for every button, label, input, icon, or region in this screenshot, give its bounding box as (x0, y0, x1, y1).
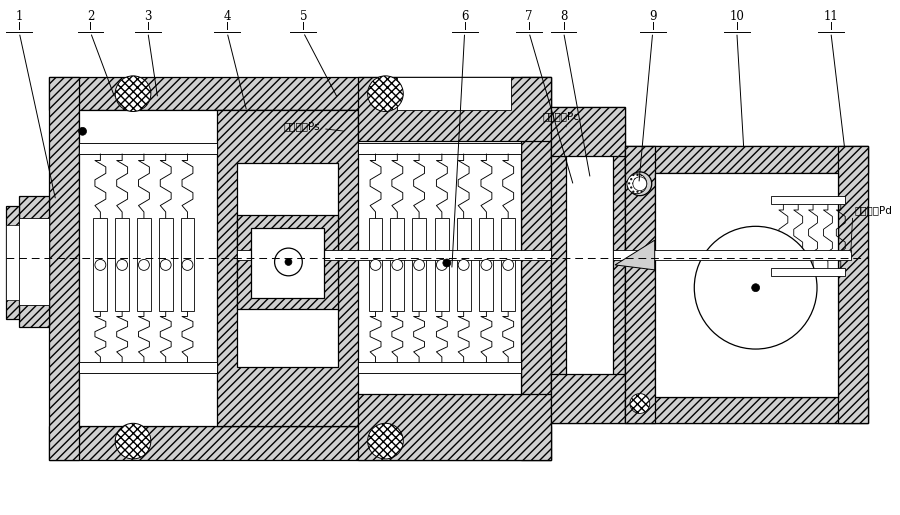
Text: 4: 4 (223, 10, 230, 23)
Text: 1: 1 (15, 10, 22, 23)
Text: 腔内压力Pc: 腔内压力Pc (543, 111, 580, 127)
Bar (78, 143, 217, 154)
Bar (357, 143, 521, 154)
Circle shape (694, 226, 817, 349)
Circle shape (115, 423, 151, 459)
Bar (551, 107, 625, 423)
Bar (49, 426, 551, 460)
Text: 7: 7 (526, 10, 533, 23)
Circle shape (436, 260, 447, 270)
Bar (435, 218, 449, 312)
Circle shape (160, 260, 171, 270)
Bar (625, 146, 868, 173)
Bar (771, 268, 845, 276)
Bar (94, 218, 107, 312)
Circle shape (630, 393, 650, 414)
Bar (551, 374, 625, 423)
Bar (181, 218, 194, 312)
Bar (115, 218, 129, 312)
Circle shape (139, 260, 149, 270)
Bar (19, 218, 49, 304)
Bar (521, 77, 551, 460)
Text: 5: 5 (300, 10, 307, 23)
Bar (412, 218, 426, 312)
Bar (49, 77, 551, 110)
Bar (217, 110, 357, 426)
Bar (357, 362, 521, 373)
Circle shape (94, 260, 106, 270)
Circle shape (274, 248, 302, 276)
Bar (78, 110, 521, 426)
Bar (480, 218, 493, 312)
Circle shape (458, 260, 469, 270)
Circle shape (78, 127, 86, 135)
Text: 10: 10 (729, 10, 744, 23)
Text: 2: 2 (86, 10, 94, 23)
Bar (6, 205, 19, 319)
Bar (6, 226, 19, 300)
Bar (501, 218, 515, 312)
Circle shape (115, 76, 151, 112)
Bar (357, 393, 551, 460)
Circle shape (370, 260, 381, 270)
Circle shape (443, 259, 451, 267)
Text: 11: 11 (824, 10, 838, 23)
Text: 3: 3 (144, 10, 151, 23)
Circle shape (117, 260, 128, 270)
Polygon shape (615, 240, 654, 270)
Bar (357, 77, 551, 141)
Bar (565, 129, 613, 393)
Bar (625, 146, 868, 423)
Bar (391, 218, 404, 312)
Bar (551, 107, 625, 156)
Bar (237, 163, 338, 367)
Circle shape (285, 259, 292, 265)
Bar (137, 218, 151, 312)
Circle shape (503, 260, 514, 270)
Text: 8: 8 (560, 10, 567, 23)
Circle shape (752, 284, 760, 291)
Bar (771, 196, 845, 203)
Circle shape (182, 260, 193, 270)
Circle shape (628, 172, 652, 196)
Bar (643, 163, 850, 406)
Circle shape (627, 174, 647, 194)
Circle shape (633, 177, 647, 191)
Bar (838, 146, 868, 423)
Bar (237, 215, 338, 310)
Circle shape (481, 260, 492, 270)
Text: 吸气压力Ps: 吸气压力Ps (284, 122, 343, 131)
Bar (397, 77, 511, 110)
Bar (369, 218, 382, 312)
Bar (19, 196, 49, 328)
Text: 排气压力Pd: 排气压力Pd (855, 205, 893, 215)
Bar (158, 218, 173, 312)
Bar (613, 250, 850, 260)
Text: 9: 9 (649, 10, 656, 23)
Bar (456, 218, 471, 312)
Circle shape (367, 423, 403, 459)
Circle shape (392, 260, 403, 270)
Bar (654, 173, 838, 397)
Text: 6: 6 (461, 10, 468, 23)
Circle shape (367, 76, 403, 112)
Bar (237, 250, 551, 260)
Bar (625, 397, 868, 423)
Bar (625, 146, 654, 423)
Circle shape (414, 260, 425, 270)
Bar (251, 228, 324, 298)
Bar (78, 362, 217, 373)
Bar (49, 77, 78, 460)
